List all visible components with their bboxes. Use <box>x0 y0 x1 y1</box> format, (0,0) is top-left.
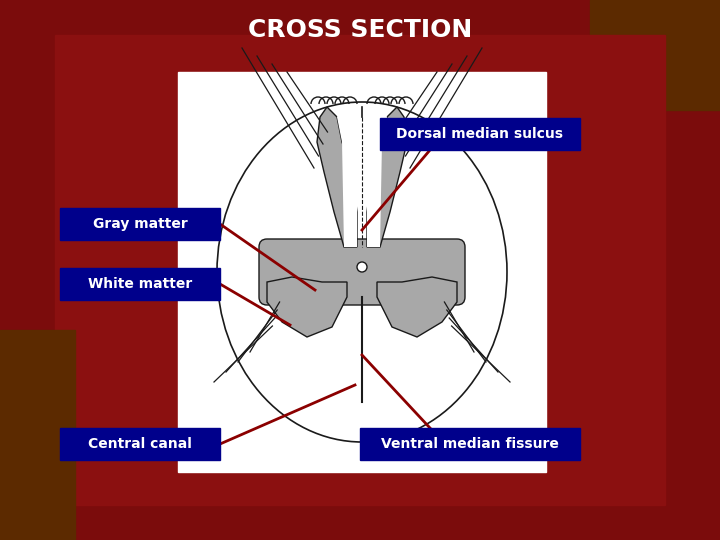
Text: Gray matter: Gray matter <box>93 217 187 231</box>
FancyBboxPatch shape <box>259 239 465 305</box>
Text: Central canal: Central canal <box>88 437 192 451</box>
Bar <box>0 330 75 540</box>
Bar <box>60 428 220 460</box>
Text: Dorsal median sulcus: Dorsal median sulcus <box>397 127 564 141</box>
Text: CROSS SECTION: CROSS SECTION <box>248 18 472 42</box>
Bar <box>590 0 720 110</box>
Bar <box>60 208 220 240</box>
Bar <box>60 268 220 300</box>
Polygon shape <box>337 107 357 247</box>
Bar <box>360 428 580 460</box>
Ellipse shape <box>217 102 507 442</box>
Bar <box>380 118 580 150</box>
Polygon shape <box>377 277 457 337</box>
Text: Ventral median fissure: Ventral median fissure <box>381 437 559 451</box>
Polygon shape <box>267 277 347 337</box>
Text: White matter: White matter <box>88 277 192 291</box>
Bar <box>178 72 546 472</box>
Polygon shape <box>317 107 357 247</box>
Polygon shape <box>367 107 407 247</box>
Bar <box>55 35 665 505</box>
Polygon shape <box>367 107 387 247</box>
Circle shape <box>357 262 367 272</box>
